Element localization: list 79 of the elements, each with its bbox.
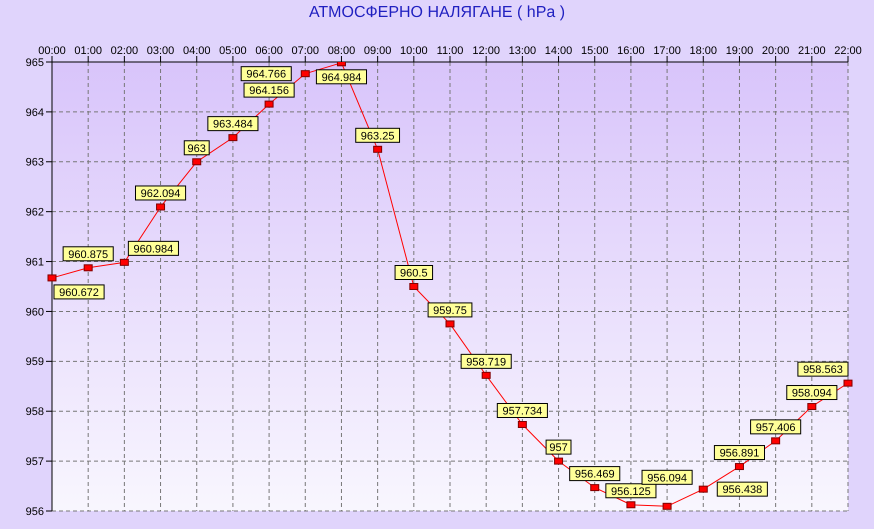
data-label: 963 (188, 142, 206, 155)
x-tick-label: 03:00 (146, 45, 174, 57)
data-label: 957.734 (502, 405, 542, 418)
data-label: 964.156 (249, 85, 289, 98)
x-tick-label: 02:00 (110, 45, 138, 57)
x-tick-label: 21:00 (798, 45, 826, 57)
data-label: 957 (549, 442, 568, 454)
data-label: 958.719 (466, 356, 506, 368)
y-tick-label: 959 (26, 356, 44, 368)
data-label: 957.406 (756, 422, 796, 434)
x-tick-label: 09:00 (364, 45, 392, 57)
y-tick-label: 965 (26, 56, 44, 69)
y-tick-label: 963 (26, 156, 44, 169)
x-tick-label: 19:00 (726, 45, 754, 57)
x-tick-label: 05:00 (219, 45, 247, 57)
point (807, 403, 816, 410)
data-label: 964.984 (322, 72, 362, 84)
y-tick-label: 956 (26, 506, 44, 518)
point (373, 146, 382, 153)
x-tick-label: 14:00 (544, 45, 572, 57)
data-label: 960.875 (68, 248, 108, 261)
point (590, 484, 600, 492)
data-label: 956.094 (647, 472, 687, 484)
point (300, 70, 310, 78)
point (771, 437, 780, 444)
x-tick-label: 04:00 (182, 45, 210, 57)
data-label: 956.891 (720, 448, 760, 460)
data-label: 958.094 (792, 388, 832, 400)
x-tick-label: 01:00 (74, 45, 102, 57)
point (264, 100, 274, 108)
y-tick-label: 958 (26, 406, 44, 418)
x-tick-label: 15:00 (580, 45, 608, 57)
point (192, 158, 202, 166)
data-label: 963.484 (213, 118, 253, 131)
point (734, 463, 744, 470)
point (518, 420, 527, 428)
point (446, 320, 454, 328)
data-label: 964.766 (246, 68, 286, 81)
x-tick-label: 18:00 (690, 45, 718, 57)
data-label: 962.094 (140, 188, 180, 200)
y-tick-label: 957 (26, 456, 44, 468)
point (228, 134, 238, 142)
data-label: 956.125 (611, 486, 651, 498)
point (409, 283, 418, 290)
x-tick-label: 13:00 (508, 45, 536, 57)
point (554, 458, 564, 465)
y-tick-label: 960 (26, 306, 44, 318)
x-tick-label: 12:00 (472, 45, 500, 57)
y-tick-label: 961 (26, 256, 44, 268)
x-tick-label: 11:00 (436, 45, 464, 57)
x-tick-label: 16:00 (617, 45, 645, 57)
data-label: 959.75 (433, 304, 467, 317)
y-tick-label: 962 (26, 206, 44, 219)
point (662, 502, 672, 510)
data-label: 960.672 (59, 286, 99, 299)
point (698, 486, 708, 493)
x-tick-label: 20:00 (762, 45, 790, 57)
chart-title: АТМОСФЕРНО НАЛЯГАНЕ ( hPa ) (308, 4, 566, 22)
x-tick-label: 00:00 (38, 45, 66, 57)
data-label: 956.469 (574, 468, 615, 481)
x-tick-label: 07:00 (292, 45, 320, 57)
data-label: 960.984 (134, 243, 174, 256)
point (626, 501, 636, 508)
data-label: 960.5 (400, 268, 428, 280)
point (120, 258, 129, 266)
data-label: 956.438 (722, 484, 762, 496)
y-tick-label: 964 (26, 106, 44, 119)
point (482, 372, 491, 379)
x-tick-label: 22:00 (834, 45, 862, 57)
data-label: 958.563 (803, 364, 843, 376)
point (156, 203, 166, 210)
x-tick-label: 08:00 (328, 45, 356, 57)
x-tick-label: 10:00 (400, 45, 428, 57)
point (844, 380, 852, 387)
x-tick-label: 17:00 (653, 45, 681, 57)
point (48, 274, 56, 282)
data-label: 963.25 (360, 130, 394, 142)
point (84, 264, 93, 272)
x-tick-label: 06:00 (255, 45, 283, 57)
